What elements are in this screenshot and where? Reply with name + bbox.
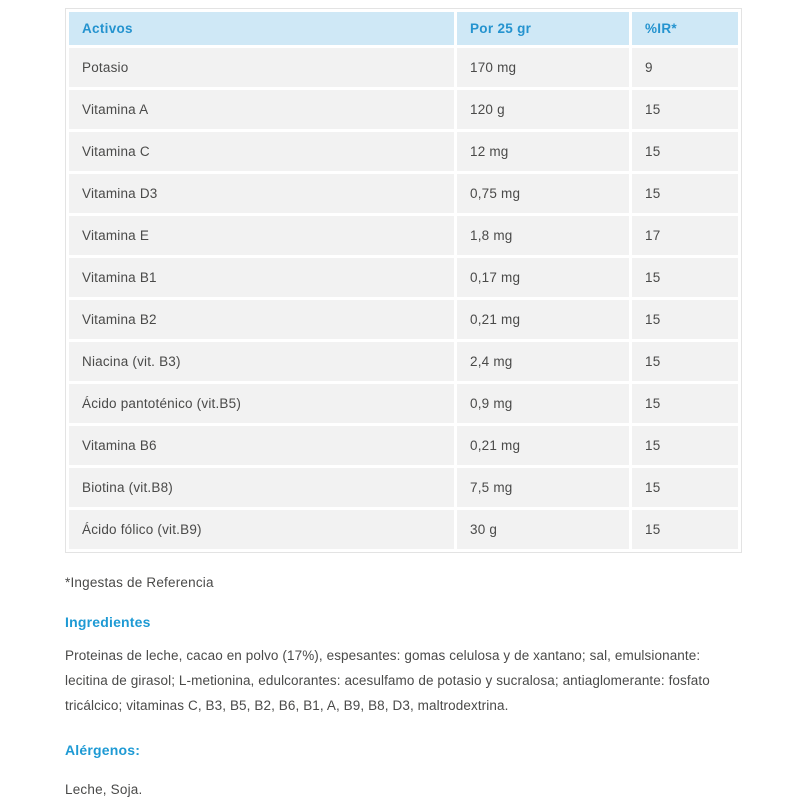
table-row: Niacina (vit. B3) 2,4 mg 15 (69, 342, 738, 381)
active-name-cell: Vitamina B1 (69, 258, 454, 297)
amount-cell: 0,75 mg (457, 174, 629, 213)
reference-intakes-footnote: *Ingestas de Referencia (65, 575, 214, 590)
ingredients-text: Proteinas de leche, cacao en polvo (17%)… (65, 648, 710, 713)
ir-cell: 15 (632, 342, 738, 381)
ingredients-heading: Ingredientes (65, 614, 151, 630)
allergens-heading: Alérgenos: (65, 742, 141, 758)
amount-cell: 0,17 mg (457, 258, 629, 297)
table-row: Vitamina A 120 g 15 (69, 90, 738, 129)
active-name-cell: Biotina (vit.B8) (69, 468, 454, 507)
table-row: Ácido pantoténico (vit.B5) 0,9 mg 15 (69, 384, 738, 423)
ir-cell: 15 (632, 258, 738, 297)
table-row: Vitamina E 1,8 mg 17 (69, 216, 738, 255)
table-row: Vitamina C 12 mg 15 (69, 132, 738, 171)
amount-cell: 7,5 mg (457, 468, 629, 507)
active-name-cell: Ácido pantoténico (vit.B5) (69, 384, 454, 423)
table-row: Vitamina B1 0,17 mg 15 (69, 258, 738, 297)
table-row: Biotina (vit.B8) 7,5 mg 15 (69, 468, 738, 507)
amount-cell: 170 mg (457, 48, 629, 87)
active-name-cell: Vitamina C (69, 132, 454, 171)
ir-cell: 15 (632, 174, 738, 213)
table-header-row: Activos Por 25 gr %IR* (69, 12, 738, 45)
amount-cell: 0,9 mg (457, 384, 629, 423)
nutrition-table: Activos Por 25 gr %IR* Potasio 170 mg 9 … (65, 8, 742, 553)
allergens-text: Leche, Soja. (65, 782, 143, 797)
ir-cell: 15 (632, 426, 738, 465)
active-name-cell: Vitamina B2 (69, 300, 454, 339)
active-name-cell: Ácido fólico (vit.B9) (69, 510, 454, 549)
active-name-cell: Potasio (69, 48, 454, 87)
table-row: Potasio 170 mg 9 (69, 48, 738, 87)
amount-cell: 0,21 mg (457, 300, 629, 339)
ir-cell: 15 (632, 384, 738, 423)
active-name-cell: Vitamina D3 (69, 174, 454, 213)
ir-cell: 9 (632, 48, 738, 87)
table-row: Vitamina D3 0,75 mg 15 (69, 174, 738, 213)
ir-cell: 15 (632, 468, 738, 507)
amount-cell: 12 mg (457, 132, 629, 171)
amount-cell: 1,8 mg (457, 216, 629, 255)
active-name-cell: Vitamina E (69, 216, 454, 255)
ir-cell: 17 (632, 216, 738, 255)
header-activos: Activos (69, 12, 454, 45)
ir-cell: 15 (632, 90, 738, 129)
active-name-cell: Vitamina A (69, 90, 454, 129)
active-name-cell: Niacina (vit. B3) (69, 342, 454, 381)
amount-cell: 0,21 mg (457, 426, 629, 465)
header-por-25gr: Por 25 gr (457, 12, 629, 45)
amount-cell: 2,4 mg (457, 342, 629, 381)
amount-cell: 30 g (457, 510, 629, 549)
table-row: Ácido fólico (vit.B9) 30 g 15 (69, 510, 738, 549)
amount-cell: 120 g (457, 90, 629, 129)
ir-cell: 15 (632, 300, 738, 339)
table-row: Vitamina B2 0,21 mg 15 (69, 300, 738, 339)
table-row: Vitamina B6 0,21 mg 15 (69, 426, 738, 465)
header-ir: %IR* (632, 12, 738, 45)
ir-cell: 15 (632, 132, 738, 171)
active-name-cell: Vitamina B6 (69, 426, 454, 465)
ir-cell: 15 (632, 510, 738, 549)
